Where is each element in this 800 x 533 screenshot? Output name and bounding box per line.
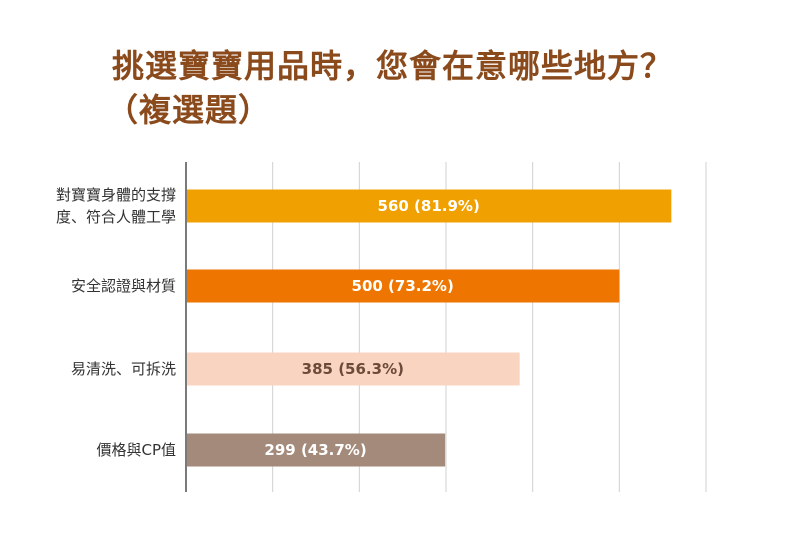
bar bbox=[186, 433, 446, 467]
category-label: 安全認證與材質 bbox=[71, 277, 176, 295]
bar bbox=[186, 189, 672, 223]
category-label: 度、符合人體工學 bbox=[56, 208, 176, 226]
bar bbox=[186, 269, 620, 303]
category-label: 易清洗、可拆洗 bbox=[71, 360, 176, 378]
data-label: 385 (56.3%) bbox=[302, 360, 404, 378]
chart-title: 挑選寶寶用品時，您會在意哪些地方？ （複選題） bbox=[106, 44, 674, 132]
chart-title-line-2: （複選題） bbox=[106, 91, 272, 129]
data-label: 560 (81.9%) bbox=[378, 197, 480, 215]
category-label: 對寶寶身體的支撐 bbox=[56, 186, 176, 204]
bar bbox=[186, 352, 520, 386]
data-label: 299 (43.7%) bbox=[264, 441, 366, 459]
category-label: 價格與CP值 bbox=[96, 441, 176, 459]
data-label: 500 (73.2%) bbox=[352, 277, 454, 295]
chart-title-line-1: 挑選寶寶用品時，您會在意哪些地方？ bbox=[112, 47, 674, 85]
